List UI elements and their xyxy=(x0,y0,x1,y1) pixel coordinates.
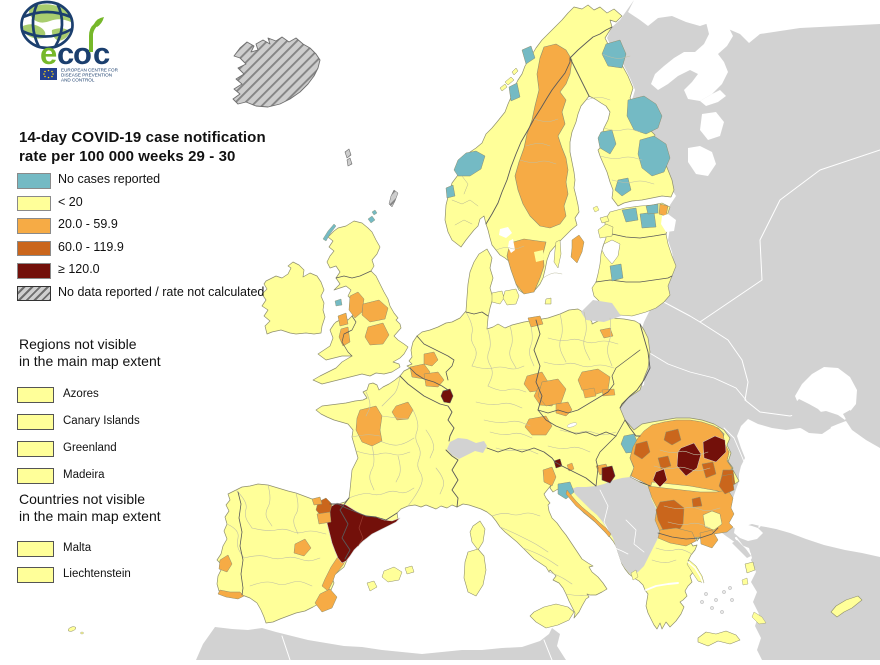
svg-text:DISEASE PREVENTION: DISEASE PREVENTION xyxy=(61,73,112,78)
svg-text:AND CONTROL: AND CONTROL xyxy=(61,78,95,83)
svg-text:c: c xyxy=(93,36,110,71)
svg-text:EUROPEAN CENTRE FOR: EUROPEAN CENTRE FOR xyxy=(61,68,119,73)
svg-text:c: c xyxy=(57,36,74,71)
svg-text:e: e xyxy=(40,36,57,71)
svg-text:o: o xyxy=(73,36,92,71)
